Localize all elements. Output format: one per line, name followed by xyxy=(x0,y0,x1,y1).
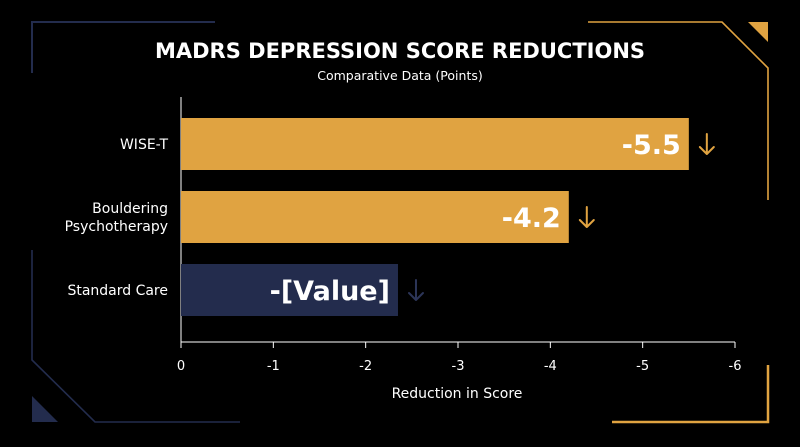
frame-corner-bottom-right xyxy=(612,365,770,424)
x-tick-label: -1 xyxy=(267,359,280,374)
bar xyxy=(181,118,689,170)
arrow-down-icon xyxy=(578,206,595,228)
category-label: Standard Care xyxy=(67,283,168,299)
bar-value-label: -4.2 xyxy=(502,203,561,234)
frame-accent-top-right xyxy=(748,22,768,42)
x-tick-label: -5 xyxy=(636,359,649,374)
category-label-line: Standard Care xyxy=(67,283,168,299)
chart-subtitle: Comparative Data (Points) xyxy=(317,68,483,83)
x-tick-label: -3 xyxy=(452,359,465,374)
arrow-down-icon xyxy=(698,133,715,155)
x-tick-label: -6 xyxy=(729,359,742,374)
bar xyxy=(181,264,398,316)
category-label: Bouldering Psychotherapy xyxy=(65,201,168,235)
plot-area: 0 -1 -2 -3 -4 -5 -6 -5.5 WISE-T -4.2 Bouldering Psy… xyxy=(65,97,742,374)
x-tick-label: 0 xyxy=(177,359,185,374)
category-label: WISE-T xyxy=(120,137,168,153)
bar-value-label: -[Value] xyxy=(270,276,390,307)
category-label-line: WISE-T xyxy=(120,137,168,153)
bar-value-label: -5.5 xyxy=(622,130,681,161)
frame-corner-top-left xyxy=(31,21,215,73)
bar xyxy=(181,191,569,243)
x-axis-title: Reduction in Score xyxy=(392,386,523,402)
arrow-down-icon xyxy=(407,279,424,301)
chart-title: MADRS DEPRESSION SCORE REDUCTIONS xyxy=(155,39,645,63)
category-label-line: Psychotherapy xyxy=(65,219,168,235)
frame-corner-bottom-left xyxy=(31,250,240,423)
x-tick-label: -2 xyxy=(359,359,372,374)
frame-corner-top-right xyxy=(588,21,769,200)
category-label-line: Bouldering xyxy=(92,201,168,217)
frame-accent-bottom-left xyxy=(32,396,58,422)
decorative-frame xyxy=(31,21,770,424)
x-tick-label: -4 xyxy=(544,359,557,374)
